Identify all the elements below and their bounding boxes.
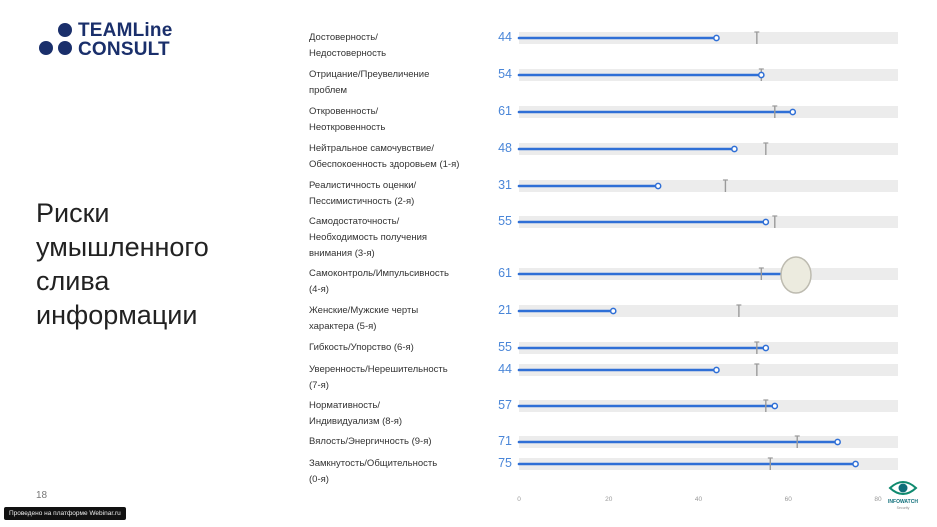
data-label: 55 (498, 340, 512, 354)
data-label: 61 (498, 266, 512, 280)
eye-logo-icon (888, 481, 918, 495)
category-label-line: Неоткровенность (309, 122, 386, 133)
bar-track (519, 180, 898, 192)
category-label-line: Гибкость/Упорство (6-я) (309, 342, 414, 353)
category-label: Откровенность/Неоткровенность (309, 104, 489, 136)
category-label-line: проблем (309, 85, 348, 96)
bar-end-point (609, 307, 617, 315)
category-label-line: Недостоверность (309, 48, 387, 59)
data-label: 21 (498, 303, 512, 317)
logo-text: TEAMLine CONSULT (78, 21, 173, 59)
category-label-line: Достоверность/ (309, 32, 378, 43)
category-label: Самодостаточность/Необходимость получени… (309, 214, 489, 262)
bar-end-point (771, 402, 779, 410)
category-label-line: Обеспокоенность здоровьем (1-я) (309, 159, 460, 170)
bar-end-point (757, 71, 765, 79)
category-label-line: характера (5-я) (309, 321, 377, 332)
brand-logo: INFOWATCH Security (878, 476, 928, 516)
category-label-line: Нейтральное самочувствие/ (309, 143, 434, 154)
x-tick-label: 20 (605, 496, 613, 503)
bar-end-point (834, 438, 841, 446)
category-label: Нормативность/Индивидуализм (8-я) (309, 398, 489, 430)
category-label-line: Отрицание/Преувеличение (309, 69, 430, 80)
x-tick-label: 80 (874, 496, 882, 503)
category-label-line: Индивидуализм (8-я) (309, 416, 403, 427)
category-label: Замкнутость/Общительность (0-я) (309, 456, 489, 488)
x-tick-label: 40 (695, 496, 703, 503)
category-label-line: Самоконтроль/Импульсивность (309, 268, 449, 279)
cursor-highlight (780, 256, 812, 294)
data-label: 55 (498, 214, 512, 228)
category-label: Отрицание/Преувеличение проблем (309, 67, 489, 99)
data-label: 61 (498, 104, 512, 118)
category-label: Реалистичность оценки/Пессимистичность (… (309, 178, 489, 210)
category-label-line: внимания (3-я) (309, 248, 375, 259)
category-label: Нейтральное самочувствие/Обеспокоенность… (309, 141, 489, 173)
webinar-badge: Проведено на платформе Webinar.ru (4, 507, 126, 520)
category-label-line: Пессимистичность (2-я) (309, 196, 415, 207)
category-label-line: Уверенность/Нерешительность (309, 364, 448, 375)
category-label-line: Самодостаточность/ (309, 216, 400, 227)
bar-end-point (852, 460, 859, 468)
category-label-line: Женские/Мужские черты (309, 305, 419, 316)
category-label: Гибкость/Упорство (6-я) (309, 340, 489, 356)
category-label-line: Вялость/Энергичность (9-я) (309, 436, 432, 447)
data-label: 75 (498, 456, 512, 470)
bar-end-point (713, 34, 720, 42)
data-label: 48 (498, 141, 512, 155)
category-label-line: (7-я) (309, 380, 329, 391)
category-label: Уверенность/Нерешительность (7-я) (309, 362, 489, 394)
bar-end-point (789, 108, 797, 116)
bar-end-point (654, 182, 662, 190)
data-label: 54 (498, 67, 512, 81)
bar-end-point (762, 344, 770, 352)
data-label: 71 (498, 434, 512, 448)
slide-title: Риски умышленного слива информации (36, 198, 209, 330)
category-label-line: Необходимость получения (309, 232, 428, 243)
category-label: Достоверность/Недостоверность (309, 30, 489, 62)
category-label: Женские/Мужские черты характера (5-я) (309, 303, 489, 335)
data-label: 44 (498, 362, 512, 376)
x-tick-label: 60 (785, 496, 793, 503)
bar-end-point (731, 145, 738, 153)
bar-end-point (762, 218, 770, 226)
logo-line-2: CONSULT (78, 39, 170, 60)
brand-tagline: Security (896, 506, 910, 510)
category-label-line: (0-я) (309, 474, 329, 485)
data-label: 31 (498, 178, 512, 192)
category-label-line: (4-я) (309, 284, 329, 295)
page-number: 18 (36, 490, 48, 501)
category-label-line: Нормативность/ (309, 400, 380, 411)
brand-name: INFOWATCH (888, 499, 918, 505)
bar-end-point (713, 366, 720, 374)
category-label-line: Реалистичность оценки/ (309, 180, 417, 191)
logo-line-1: TEAMLine (78, 20, 173, 41)
logo-dots-icon (39, 23, 72, 55)
x-tick-label: 0 (517, 496, 521, 503)
category-label-line: Замкнутость/Общительность (309, 458, 438, 469)
category-label: Вялость/Энергичность (9-я) (309, 434, 489, 450)
category-label-line: Откровенность/ (309, 106, 379, 117)
data-label: 44 (498, 30, 512, 44)
logo: TEAMLine CONSULT (36, 20, 196, 62)
data-label: 57 (498, 398, 512, 412)
category-label: Самоконтроль/Импульсивность (4-я) (309, 266, 489, 298)
